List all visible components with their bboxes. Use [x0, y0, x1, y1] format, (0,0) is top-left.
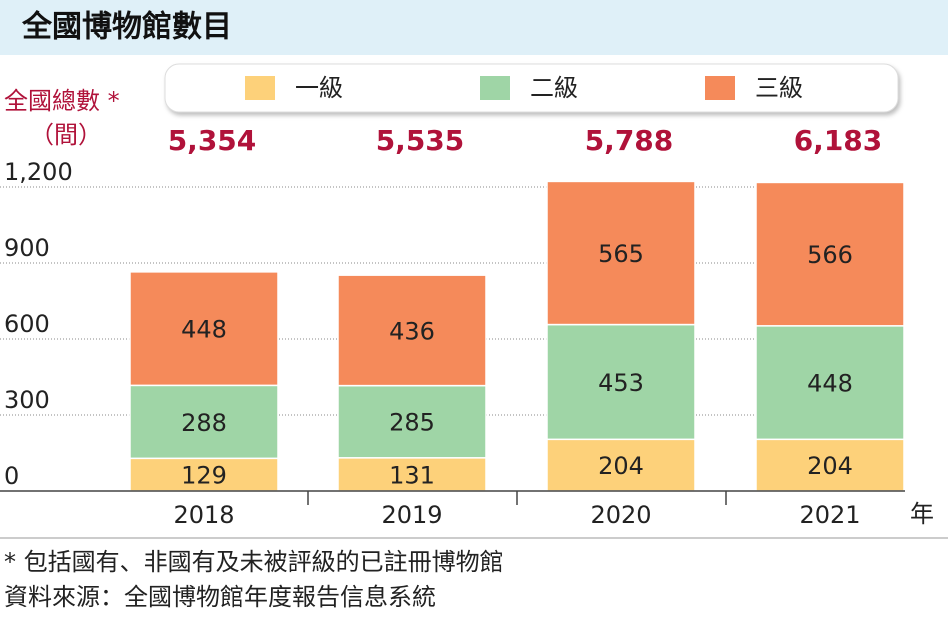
- y-tick-label: 0: [4, 462, 19, 490]
- legend-label: 一級: [295, 74, 343, 102]
- data-label: 566: [807, 241, 853, 269]
- bar-segment: [337, 274, 487, 387]
- x-tick-label: 2019: [381, 501, 442, 529]
- legend-swatch: [705, 76, 735, 100]
- data-label: 204: [807, 452, 853, 480]
- chart-title: 全國博物館數目: [21, 10, 232, 45]
- legend-label: 三級: [755, 74, 803, 102]
- x-tick-label: 2020: [590, 501, 651, 529]
- data-label: 448: [181, 316, 227, 344]
- total-label: 5,788: [585, 124, 674, 157]
- legend-swatch: [480, 76, 510, 100]
- note: * 包括國有、非國有及未被評級的已註冊博物館: [4, 548, 504, 576]
- data-label: 285: [389, 409, 435, 437]
- title-band: [0, 0, 948, 55]
- y-axis-label: 全國總數 *: [4, 87, 120, 115]
- x-tick-label: 2021: [799, 501, 860, 529]
- data-label: 129: [181, 462, 227, 490]
- bar-segment: [337, 384, 487, 459]
- bar-segment: [755, 181, 905, 327]
- data-label: 204: [598, 452, 644, 480]
- data-label: 453: [598, 369, 644, 397]
- y-tick-label: 1,200: [4, 158, 73, 186]
- note: 資料來源：全國博物館年度報告信息系統: [4, 583, 436, 611]
- y-tick-label: 900: [4, 234, 50, 262]
- total-label: 5,354: [168, 124, 257, 157]
- x-tick-label: 2018: [173, 501, 234, 529]
- data-label: 131: [389, 461, 435, 489]
- bar-segment: [546, 180, 696, 326]
- bar-segment: [129, 384, 279, 460]
- legend-label: 二級: [530, 74, 578, 102]
- bar-segment: [129, 271, 279, 387]
- total-label: 6,183: [794, 124, 883, 157]
- bar-segment: [546, 323, 696, 441]
- bar-segment: [755, 325, 905, 441]
- data-label: 288: [181, 409, 227, 437]
- y-tick-label: 600: [4, 310, 50, 338]
- data-label: 436: [389, 317, 435, 345]
- total-label: 5,535: [376, 124, 465, 157]
- x-axis-unit: 年: [910, 500, 934, 528]
- data-label: 448: [807, 370, 853, 398]
- bar-segment: [546, 438, 696, 492]
- y-axis-unit: （間）: [30, 121, 102, 149]
- y-tick-label: 300: [4, 386, 50, 414]
- data-label: 565: [598, 240, 644, 268]
- legend-swatch: [245, 76, 275, 100]
